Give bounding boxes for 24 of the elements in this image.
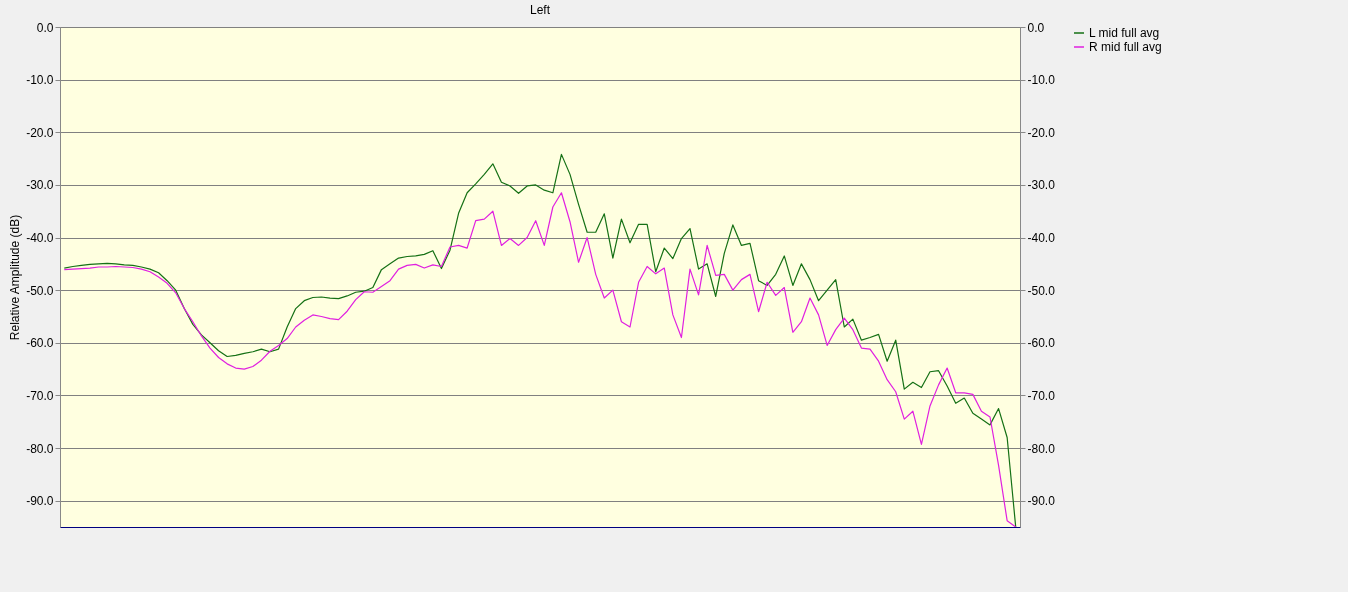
y-tick-label: -60.0: [26, 336, 54, 351]
y2-tick-label: -10.0: [1027, 73, 1056, 88]
y-tick-label: -30.0: [26, 178, 54, 193]
y2-tick-label: -40.0: [1027, 231, 1056, 246]
y2-tick-label: -60.0: [1027, 336, 1056, 351]
y2-tick-label: -50.0: [1027, 283, 1056, 298]
y-tick-label: -50.0: [26, 283, 54, 298]
y-tick-label: -70.0: [26, 388, 54, 403]
y-tick-label: -90.0: [26, 494, 54, 509]
y-tick-label: 0.0: [36, 20, 54, 35]
y2-tick-label: -20.0: [1027, 125, 1056, 140]
y2-tick-label: -70.0: [1027, 388, 1056, 403]
y2-tick-label: -80.0: [1027, 441, 1056, 456]
y-tick-label: -20.0: [26, 125, 54, 140]
y-tick-label: -40.0: [26, 231, 54, 246]
legend-label: L mid full avg: [1089, 26, 1160, 40]
y2-tick-label: -30.0: [1027, 178, 1056, 193]
y2-tick-label: 0.0: [1027, 20, 1045, 35]
y-axis-title: Relative Amplitude (dB): [8, 214, 23, 341]
y-tick-label: -80.0: [26, 441, 54, 456]
legend-label: R mid full avg: [1089, 40, 1162, 54]
y-tick-label: -10.0: [26, 73, 54, 88]
chart-title: Left: [529, 3, 551, 17]
y2-tick-label: -90.0: [1027, 494, 1056, 509]
